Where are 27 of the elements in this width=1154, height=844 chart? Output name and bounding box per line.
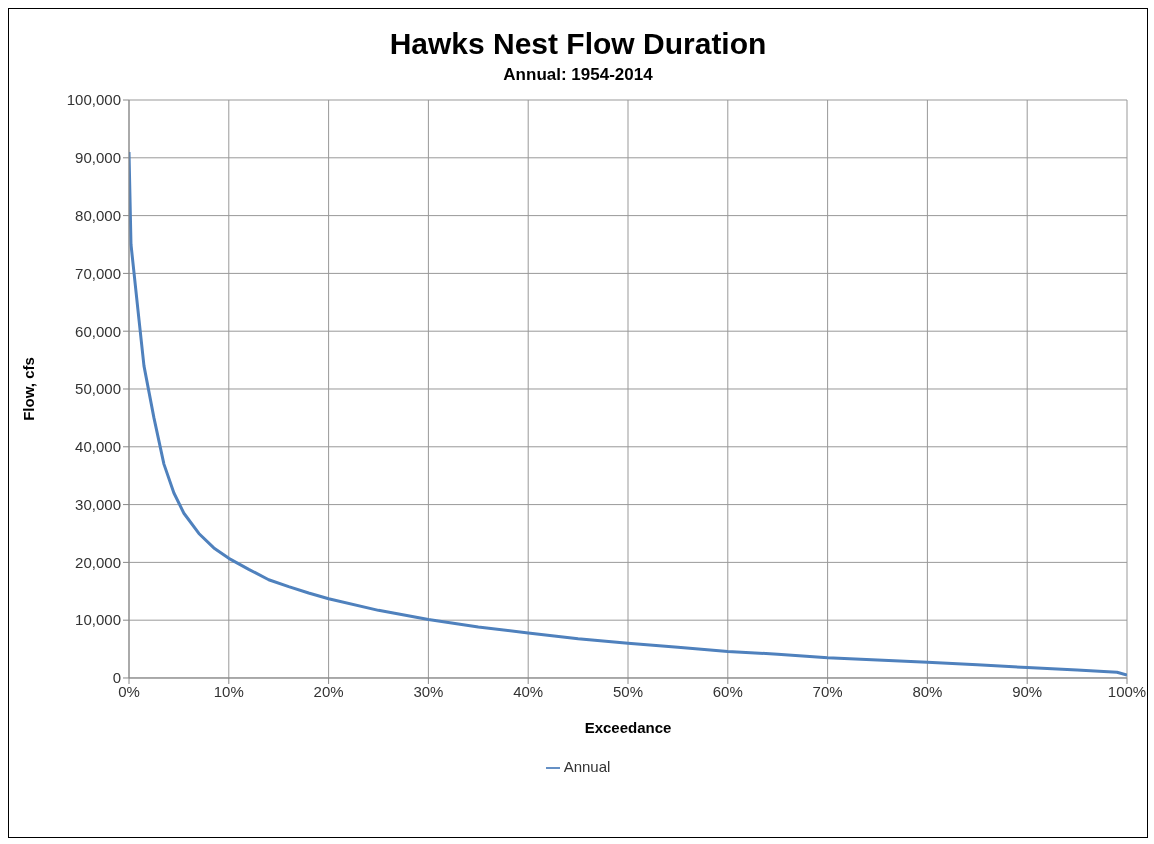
x-tick-label: 60% [712, 682, 743, 700]
x-tick-label: 80% [912, 682, 943, 700]
y-tick-label: 0 [112, 669, 121, 687]
y-tick-label: 100,000 [66, 91, 121, 109]
y-tick-label: 20,000 [75, 553, 121, 571]
x-tick-label: 30% [413, 682, 444, 700]
y-tick-label: 60,000 [75, 322, 121, 340]
x-tick-label: 50% [612, 682, 644, 700]
x-tick-label: 90% [1012, 682, 1043, 700]
y-tick-label: 90,000 [75, 149, 121, 167]
y-tick-label: 80,000 [75, 206, 121, 224]
x-tick-label: 0% [118, 682, 140, 700]
legend-label: Annual [563, 757, 611, 775]
x-tick-label: 70% [812, 682, 843, 700]
x-tick-label: 20% [313, 682, 344, 700]
y-tick-label: 70,000 [75, 264, 121, 282]
y-tick-label: 40,000 [75, 438, 121, 456]
y-tick-label: 50,000 [75, 380, 121, 398]
y-tick-label: 10,000 [75, 611, 121, 629]
y-axis-title: Flow, cfs [20, 357, 38, 421]
y-tick-label: 30,000 [75, 495, 121, 513]
x-axis-title: Exceedance [584, 718, 672, 736]
x-tick-label: 100% [1107, 682, 1147, 700]
x-tick-label: 10% [213, 682, 244, 700]
chart-title: Hawks Nest Flow Duration [388, 27, 768, 61]
chart-subtitle: Annual: 1954-2014 [502, 65, 654, 85]
x-tick-label: 40% [513, 682, 544, 700]
